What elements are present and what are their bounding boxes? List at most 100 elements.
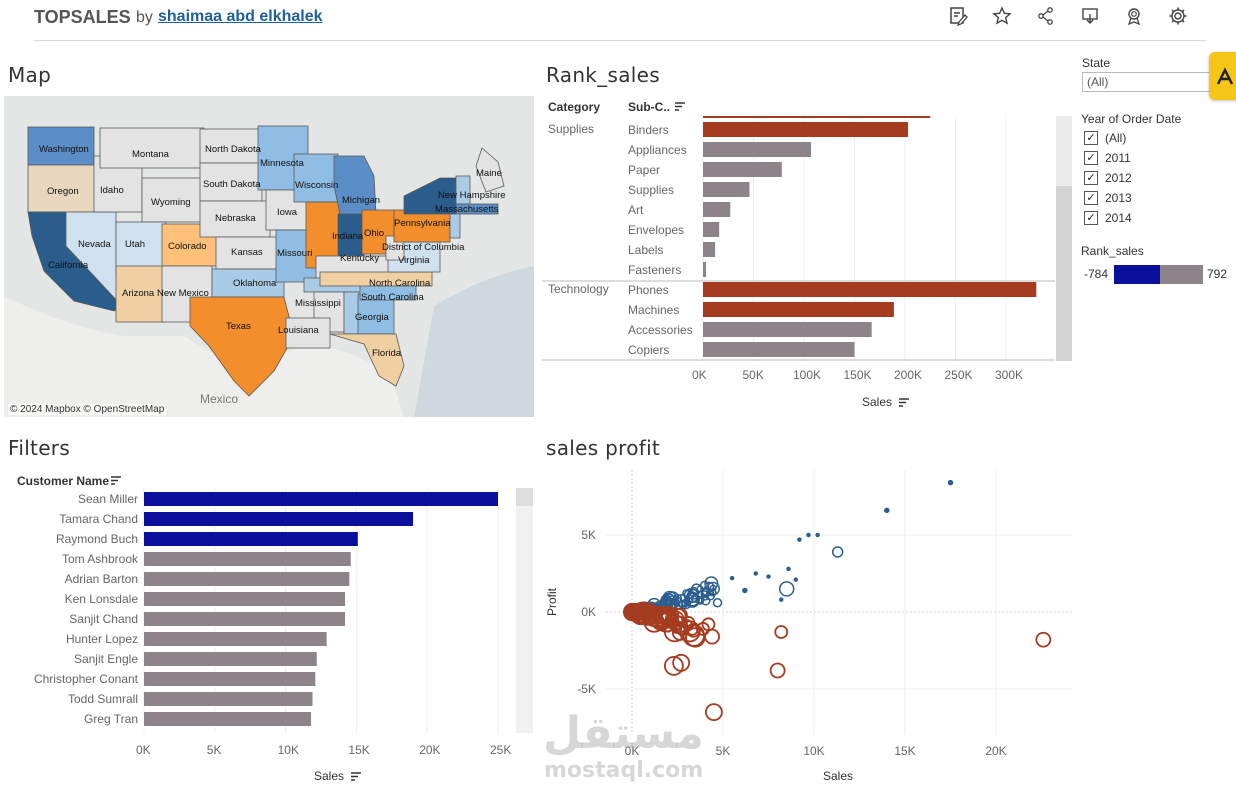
state-filter-dropdown[interactable]: (All) — [1082, 72, 1212, 92]
customer-axis-sort-icon[interactable] — [350, 770, 362, 782]
scatter-point[interactable] — [699, 580, 710, 590]
scatter-point[interactable] — [672, 653, 691, 672]
rank-bar[interactable] — [703, 202, 731, 217]
scatter-point[interactable] — [729, 575, 735, 581]
customer-bar[interactable] — [144, 632, 327, 646]
rank-bar[interactable] — [703, 142, 812, 157]
scatter-point[interactable] — [742, 587, 748, 594]
scatter-point[interactable] — [704, 628, 720, 645]
share-icon[interactable] — [1034, 6, 1058, 30]
scatter-point[interactable] — [688, 586, 699, 598]
scatter-point[interactable] — [700, 595, 711, 606]
scatter-point[interactable] — [947, 479, 954, 486]
rank-legend-negative — [1114, 265, 1160, 284]
gear-icon[interactable] — [1166, 6, 1190, 30]
customer-name-label: Ken Lonsdale — [64, 592, 138, 606]
scatter-point[interactable] — [774, 625, 789, 639]
customer-scrollbar-thumb[interactable] — [516, 488, 533, 506]
rank-bar[interactable] — [703, 242, 716, 257]
year-filter-option[interactable]: ✓ (All) — [1084, 130, 1224, 148]
state-oklahoma — [211, 268, 285, 298]
rank-subcategory-label: Envelopes — [628, 223, 685, 237]
customer-bar[interactable] — [144, 572, 350, 586]
rank-bar[interactable] — [703, 262, 707, 277]
scatter-point[interactable] — [712, 598, 723, 608]
scatter-point[interactable] — [766, 574, 771, 579]
rank-bar[interactable] — [703, 122, 909, 137]
scatter-point[interactable] — [815, 532, 820, 538]
edit-icon[interactable] — [946, 6, 970, 30]
rank-sort-icon[interactable] — [674, 100, 686, 112]
rank-axis-sort-icon[interactable] — [898, 396, 910, 408]
customer-bar[interactable] — [144, 592, 346, 606]
customer-bar[interactable] — [144, 612, 346, 626]
scatter-point[interactable] — [1035, 631, 1052, 648]
year-checkbox[interactable]: ✓ — [1084, 211, 1098, 225]
star-icon[interactable] — [990, 6, 1014, 30]
floating-action-button[interactable] — [1209, 52, 1236, 100]
scatter-point[interactable] — [778, 597, 784, 602]
rank-bar[interactable] — [703, 182, 750, 197]
sales-profit-scatter[interactable]: 5K 0K -5K 0K 5K 10K 15K 20K — [546, 470, 1076, 770]
rank-subcategory-label: Appliances — [628, 143, 687, 157]
year-checkbox[interactable]: ✓ — [1084, 191, 1098, 205]
scatter-point[interactable] — [636, 602, 660, 626]
year-filter-option[interactable]: ✓ 2012 — [1084, 170, 1224, 188]
year-checkbox[interactable]: ✓ — [1084, 171, 1098, 185]
download-icon[interactable] — [1078, 6, 1102, 30]
scatter-point[interactable] — [831, 546, 844, 558]
scatter-point[interactable] — [704, 581, 715, 592]
scatter-point[interactable] — [793, 577, 799, 582]
svg-text:North Carolina: North Carolina — [369, 278, 431, 289]
scatter-point[interactable] — [683, 588, 699, 604]
rank-scrollbar-thumb[interactable] — [1056, 186, 1072, 361]
scatter-point[interactable] — [806, 532, 811, 538]
scatter-point[interactable] — [654, 610, 673, 629]
scatter-point[interactable] — [678, 620, 701, 643]
scatter-point[interactable] — [701, 586, 712, 596]
customer-sort-icon[interactable] — [110, 474, 122, 486]
customer-bar[interactable] — [144, 512, 414, 526]
scatter-point[interactable] — [778, 581, 795, 597]
year-filter-option[interactable]: ✓ 2014 — [1084, 210, 1224, 228]
badge-icon[interactable] — [1122, 6, 1146, 30]
scatter-point[interactable] — [797, 537, 802, 542]
rank-bar[interactable] — [703, 322, 872, 337]
year-filter-option[interactable]: ✓ 2011 — [1084, 150, 1224, 168]
customer-bar[interactable] — [144, 532, 358, 546]
rank-bar[interactable] — [703, 162, 782, 177]
scatter-point[interactable] — [753, 571, 759, 576]
rank-bar[interactable] — [703, 222, 720, 237]
scatter-point[interactable] — [622, 602, 642, 622]
year-checkbox[interactable]: ✓ — [1084, 131, 1098, 145]
scatter-point[interactable] — [647, 606, 669, 628]
scatter-point[interactable] — [663, 655, 684, 676]
us-sales-map[interactable]: Washington Oregon California Nevada Idah… — [4, 96, 534, 417]
scatter-point[interactable] — [786, 566, 791, 572]
scatter-x-tick: 20K — [985, 744, 1006, 758]
customer-tick-label: 5K — [206, 743, 222, 757]
customer-bar[interactable] — [144, 492, 498, 506]
scatter-point[interactable] — [672, 607, 688, 624]
scatter-point[interactable] — [696, 622, 710, 636]
svg-text:Idaho: Idaho — [100, 185, 124, 196]
author-link[interactable]: shaimaa abd elkhalek — [158, 8, 323, 25]
customer-bar[interactable] — [144, 692, 313, 706]
customer-bar[interactable] — [144, 712, 312, 726]
svg-text:South Carolina: South Carolina — [361, 292, 425, 303]
scatter-point[interactable] — [704, 703, 723, 722]
scatter-point[interactable] — [660, 609, 679, 629]
customer-bar[interactable] — [144, 652, 317, 666]
rank-bar[interactable] — [703, 302, 894, 317]
customer-scrollbar[interactable] — [516, 488, 533, 733]
scatter-point[interactable] — [884, 507, 890, 514]
svg-text:Wyoming: Wyoming — [151, 197, 191, 208]
year-checkbox[interactable]: ✓ — [1084, 151, 1098, 165]
rank-bar[interactable] — [703, 342, 855, 357]
scatter-point[interactable] — [686, 590, 695, 600]
year-filter-option[interactable]: ✓ 2013 — [1084, 190, 1224, 208]
rank-bar[interactable] — [703, 282, 1037, 297]
scatter-point[interactable] — [769, 662, 786, 679]
customer-bar[interactable] — [144, 672, 316, 686]
customer-bar[interactable] — [144, 552, 351, 566]
